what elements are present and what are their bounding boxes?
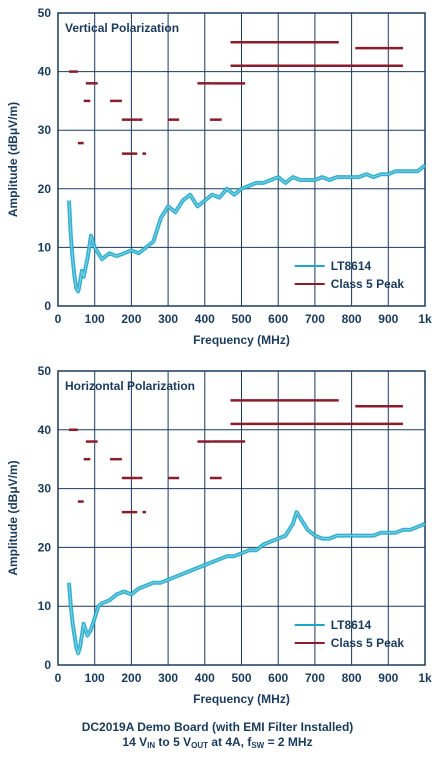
x-tick-label: 200	[121, 312, 141, 326]
x-tick-label: 200	[121, 671, 141, 685]
legend-label-lt8614: LT8614	[331, 618, 372, 632]
y-tick-label: 0	[44, 299, 51, 313]
x-tick-label: 1k	[418, 312, 432, 326]
x-axis-label: Frequency (MHz)	[193, 333, 290, 347]
caption-line-1: DC2019A Demo Board (with EMI Filter Inst…	[81, 720, 354, 734]
x-tick-label: 300	[158, 671, 178, 685]
x-tick-label: 600	[268, 671, 288, 685]
x-tick-label: 700	[305, 671, 325, 685]
y-tick-label: 40	[38, 423, 52, 437]
y-tick-label: 20	[38, 182, 52, 196]
x-tick-label: 500	[231, 671, 251, 685]
y-tick-label: 10	[38, 240, 52, 254]
x-tick-label: 500	[231, 312, 251, 326]
x-tick-label: 300	[158, 312, 178, 326]
chart-1: 0 100 200 300 400 500 600 700 800 900 1k 0 10 20 30 40 5…	[6, 6, 432, 347]
x-axis-label: Frequency (MHz)	[193, 692, 290, 706]
y-tick-label: 0	[44, 658, 51, 672]
y-axis-label: Amplitude (dBμV/m)	[6, 102, 20, 217]
y-tick-label: 10	[38, 599, 52, 613]
series-lt8614-highlight	[68, 510, 426, 655]
x-tick-label: 100	[85, 312, 105, 326]
chart-2: 0 100 200 300 400 500 600 700 800 900 1k 0 10 20 30 40 5…	[6, 364, 432, 706]
x-tick-label: 600	[268, 312, 288, 326]
caption-line-2: 14 VIN to 5 VOUT at 4A, fSW = 2 MHz	[122, 735, 313, 750]
y-tick-label: 50	[38, 6, 52, 20]
x-tick-label: 400	[195, 671, 215, 685]
y-axis-label: Amplitude (dBμV/m)	[6, 460, 20, 575]
series-lt8614-line	[67, 163, 427, 294]
x-tick-label: 1k	[418, 671, 432, 685]
y-tick-label: 50	[38, 364, 52, 378]
x-tick-label: 900	[378, 671, 398, 685]
y-tick-label: 30	[38, 123, 52, 137]
y-tick-label: 20	[38, 540, 52, 554]
series-lt8614-highlight	[68, 165, 426, 293]
y-tick-label: 30	[38, 482, 52, 496]
legend-label-class5: Class 5 Peak	[331, 636, 405, 650]
plot-frame	[57, 12, 426, 307]
x-tick-label: 800	[342, 671, 362, 685]
x-tick-label: 100	[85, 671, 105, 685]
x-tick-label: 700	[305, 312, 325, 326]
x-tick-label: 0	[55, 312, 62, 326]
x-tick-label: 400	[195, 312, 215, 326]
y-tick-label: 40	[38, 65, 52, 79]
figure-caption: DC2019A Demo Board (with EMI Filter Inst…	[0, 720, 435, 753]
chart-title: Horizontal Polarization	[65, 379, 195, 393]
chart-title: Vertical Polarization	[65, 21, 179, 35]
legend-label-lt8614: LT8614	[331, 259, 372, 273]
x-tick-label: 900	[378, 312, 398, 326]
plot-frame	[57, 370, 426, 666]
series-lt8614-line	[67, 510, 426, 656]
x-tick-label: 800	[342, 312, 362, 326]
legend-label-class5: Class 5 Peak	[331, 277, 405, 291]
x-tick-label: 0	[55, 671, 62, 685]
